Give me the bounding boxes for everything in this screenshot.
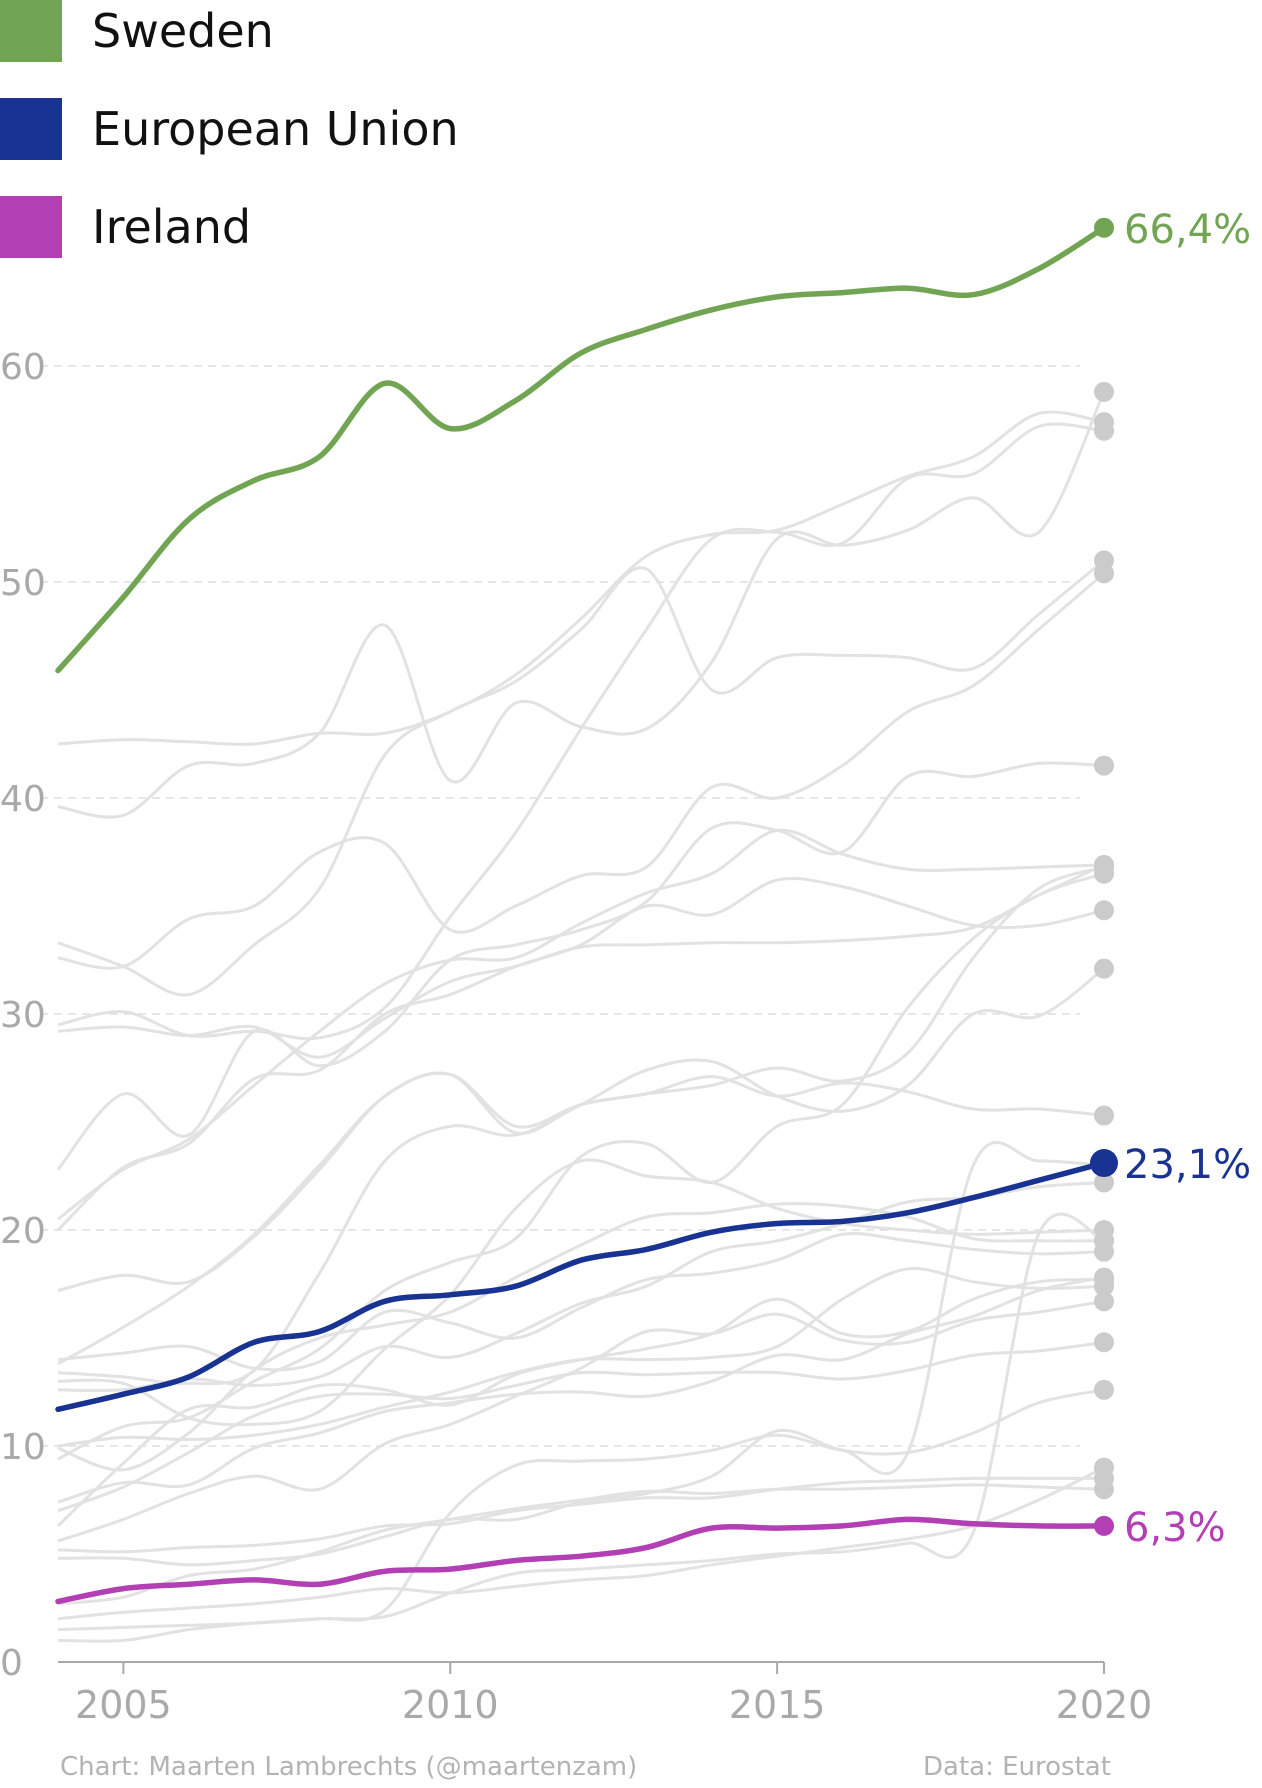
x-tick-label: 2005 xyxy=(75,1683,172,1727)
series-line xyxy=(55,225,1107,674)
background-series-end-dot xyxy=(1094,1457,1114,1478)
x-tick-label: 2020 xyxy=(1056,1683,1153,1727)
background-series-line xyxy=(57,1266,1105,1448)
background-series-line xyxy=(57,1181,1105,1393)
legend-swatch xyxy=(0,0,62,62)
background-series-end-dot xyxy=(1094,1291,1114,1312)
background-series-end-dot xyxy=(1094,900,1114,921)
y-tick-label: 50 xyxy=(0,563,46,604)
data-source: Data: Eurostat xyxy=(923,1752,1111,1782)
background-series-line xyxy=(57,1299,1105,1543)
background-series-line xyxy=(57,1158,1105,1427)
background-series-line xyxy=(57,1140,1105,1632)
background-series-line xyxy=(57,863,1105,1059)
background-series-line xyxy=(57,1276,1105,1504)
background-series-line xyxy=(56,761,1105,1171)
background-series-line xyxy=(57,422,1105,1041)
background-series-end-dot xyxy=(1094,1105,1114,1126)
series-end-dot xyxy=(1094,217,1114,238)
legend-swatch xyxy=(0,98,62,160)
series-end-label: 66,4% xyxy=(1124,207,1251,253)
background-series-end-dot xyxy=(1094,1332,1114,1353)
y-tick-label: 0 xyxy=(0,1643,23,1684)
background-series-line xyxy=(57,1232,1105,1372)
series-end-label: 23,1% xyxy=(1124,1142,1251,1188)
background-series-line xyxy=(57,559,1105,997)
background-series-line xyxy=(56,1278,1105,1527)
y-tick-label: 20 xyxy=(0,1211,46,1252)
series-line xyxy=(55,1516,1107,1605)
background-series-line xyxy=(57,410,1105,746)
background-series-end-dot xyxy=(1094,1230,1114,1251)
background-series-end-dot xyxy=(1094,958,1114,979)
y-gridlines xyxy=(40,365,1080,1447)
legend-label: Ireland xyxy=(92,200,252,254)
background-series-end-dot xyxy=(1094,420,1114,441)
y-tick-label: 10 xyxy=(0,1427,46,1468)
background-series xyxy=(56,381,1114,1643)
background-series-line xyxy=(57,1340,1105,1513)
legend-label: Sweden xyxy=(92,4,274,58)
background-series-end-dot xyxy=(1094,563,1114,584)
chart-credit: Chart: Maarten Lambrechts (@maartenzam) xyxy=(60,1752,638,1782)
series-end-dot xyxy=(1090,1149,1118,1178)
series-end-label: 6,3% xyxy=(1124,1505,1226,1551)
background-series-line xyxy=(57,1483,1105,1606)
legend-label: European Union xyxy=(92,102,459,156)
background-series-line xyxy=(57,1388,1105,1567)
background-series-end-dot xyxy=(1094,1267,1114,1288)
background-series-end-dot xyxy=(1094,755,1114,776)
background-series-line xyxy=(57,828,1105,1221)
y-tick-label: 40 xyxy=(0,779,46,820)
background-series-line xyxy=(57,391,1106,819)
x-tick-label: 2010 xyxy=(402,1683,499,1727)
background-series-end-dot xyxy=(1094,863,1114,884)
legend-swatch xyxy=(0,196,62,258)
x-tick-label: 2015 xyxy=(729,1683,826,1727)
series-line xyxy=(55,1160,1107,1413)
background-series-end-dot xyxy=(1094,381,1114,402)
background-series-line xyxy=(57,1202,1105,1472)
background-series-end-dot xyxy=(1094,1479,1114,1500)
background-series-line xyxy=(57,1466,1105,1621)
background-series-end-dot xyxy=(1094,1172,1114,1193)
series-end-dot xyxy=(1094,1515,1114,1536)
y-tick-label: 30 xyxy=(0,995,46,1036)
y-tick-label: 60 xyxy=(0,347,46,388)
background-series-line xyxy=(57,572,1105,970)
background-series-line xyxy=(56,877,1105,1232)
background-series-line xyxy=(57,1476,1104,1554)
background-series-end-dot xyxy=(1094,1379,1114,1400)
background-series-line xyxy=(57,872,1105,1461)
